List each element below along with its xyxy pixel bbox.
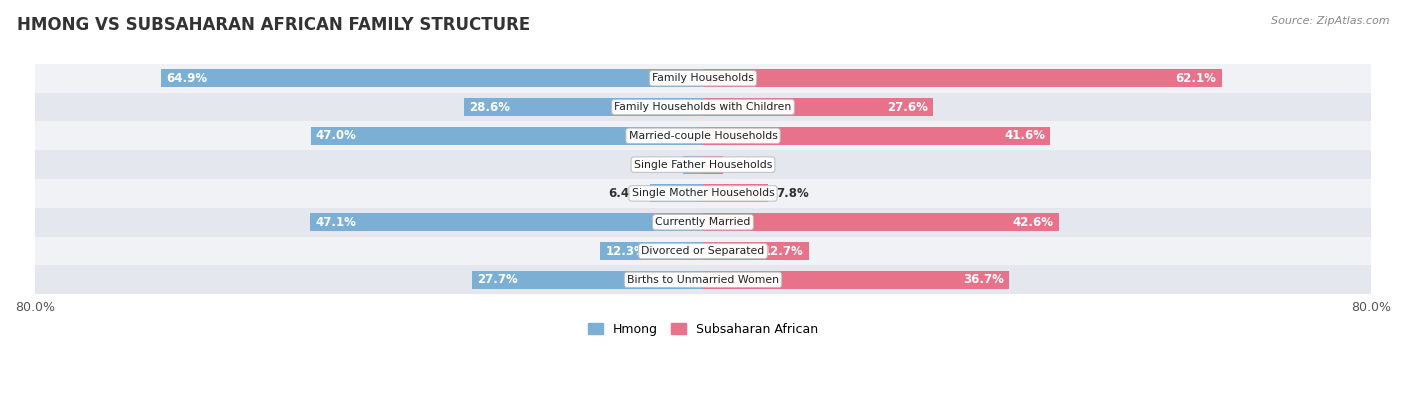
Text: 42.6%: 42.6% — [1012, 216, 1053, 229]
Bar — [162, 69, 703, 87]
Bar — [703, 98, 934, 116]
Text: 47.0%: 47.0% — [316, 129, 357, 142]
Text: Family Households with Children: Family Households with Children — [614, 102, 792, 112]
Bar — [35, 208, 1371, 237]
Text: 2.4%: 2.4% — [731, 158, 763, 171]
Bar — [309, 213, 703, 231]
Bar — [35, 64, 1371, 93]
Bar — [35, 150, 1371, 179]
Text: 2.4%: 2.4% — [643, 158, 675, 171]
Text: 27.6%: 27.6% — [887, 101, 928, 113]
Bar — [703, 184, 768, 202]
Text: 7.8%: 7.8% — [776, 187, 808, 200]
Bar — [311, 127, 703, 145]
Bar — [703, 213, 1059, 231]
Text: 41.6%: 41.6% — [1004, 129, 1045, 142]
Text: 36.7%: 36.7% — [963, 273, 1004, 286]
Bar — [35, 265, 1371, 294]
Text: Currently Married: Currently Married — [655, 217, 751, 227]
Bar — [35, 93, 1371, 121]
Bar — [683, 156, 703, 173]
Bar — [35, 179, 1371, 208]
Text: Single Father Households: Single Father Households — [634, 160, 772, 169]
Text: Source: ZipAtlas.com: Source: ZipAtlas.com — [1271, 16, 1389, 26]
Bar — [35, 237, 1371, 265]
Bar — [650, 184, 703, 202]
Text: 6.4%: 6.4% — [609, 187, 641, 200]
Text: 12.3%: 12.3% — [606, 245, 647, 258]
Legend: Hmong, Subsaharan African: Hmong, Subsaharan African — [583, 318, 823, 341]
Bar — [703, 69, 1222, 87]
Bar — [471, 271, 703, 289]
Bar — [600, 242, 703, 260]
Bar — [35, 121, 1371, 150]
Text: Births to Unmarried Women: Births to Unmarried Women — [627, 275, 779, 285]
Bar — [464, 98, 703, 116]
Text: Divorced or Separated: Divorced or Separated — [641, 246, 765, 256]
Text: 64.9%: 64.9% — [166, 72, 208, 85]
Bar — [703, 242, 808, 260]
Bar — [703, 156, 723, 173]
Text: 27.7%: 27.7% — [477, 273, 517, 286]
Text: Married-couple Households: Married-couple Households — [628, 131, 778, 141]
Text: Single Mother Households: Single Mother Households — [631, 188, 775, 198]
Bar — [703, 271, 1010, 289]
Text: 28.6%: 28.6% — [470, 101, 510, 113]
Text: 47.1%: 47.1% — [315, 216, 356, 229]
Text: HMONG VS SUBSAHARAN AFRICAN FAMILY STRUCTURE: HMONG VS SUBSAHARAN AFRICAN FAMILY STRUC… — [17, 16, 530, 34]
Text: 12.7%: 12.7% — [763, 245, 804, 258]
Text: Family Households: Family Households — [652, 73, 754, 83]
Bar — [703, 127, 1050, 145]
Text: 62.1%: 62.1% — [1175, 72, 1216, 85]
